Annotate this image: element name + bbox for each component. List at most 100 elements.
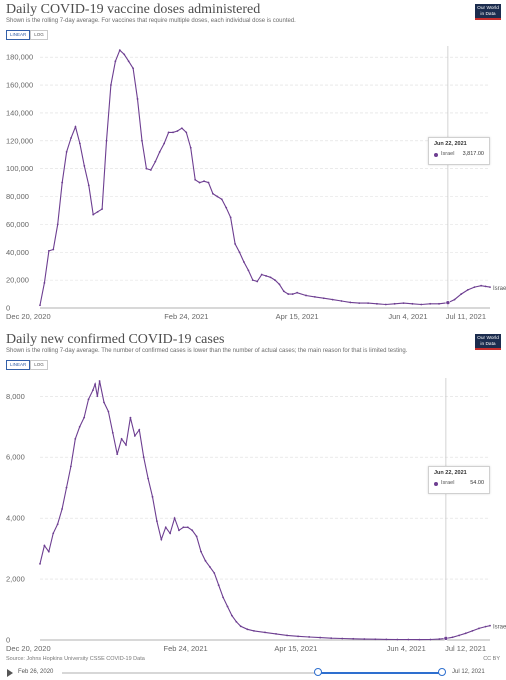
data-point (173, 517, 176, 520)
series-line (39, 49, 491, 306)
chart-title: Daily new confirmed COVID-19 cases (6, 332, 225, 347)
data-point (322, 297, 325, 300)
data-point (65, 486, 68, 489)
data-point (116, 453, 119, 456)
data-point (138, 428, 141, 431)
data-point (402, 302, 405, 305)
data-point (172, 131, 174, 134)
data-point (349, 301, 352, 304)
data-point (167, 131, 170, 134)
data-point (385, 638, 388, 641)
data-point (453, 298, 456, 301)
data-point (147, 477, 149, 480)
data-point (484, 625, 487, 628)
confirmed-cases-panel: Daily new confirmed COVID-19 cases Shown… (0, 330, 506, 656)
data-point (282, 290, 285, 293)
data-point (278, 283, 281, 286)
data-point (308, 636, 311, 638)
data-point (61, 181, 64, 184)
data-point (132, 67, 135, 70)
timeline-start-label: Feb 26, 2020 (18, 669, 54, 675)
data-point (182, 526, 185, 529)
data-point (331, 298, 334, 301)
data-point (180, 127, 183, 130)
data-point (203, 180, 205, 183)
timeline-track[interactable] (62, 672, 442, 674)
data-point (330, 637, 333, 640)
y-tick-label: 2,000 (6, 575, 25, 584)
y-tick-label: 140,000 (6, 108, 33, 117)
series-color-swatch (434, 153, 438, 157)
data-point (176, 130, 179, 132)
owid-logo[interactable]: Our World in Data (475, 334, 501, 350)
data-point (204, 559, 207, 562)
y-tick-label: 180,000 (6, 53, 33, 62)
confirmed-cases-chart[interactable]: 0 2,000 4,000 6,000 8,000 Dec 20, 2020 Feb 24,… (0, 330, 506, 656)
x-tick-label: Feb 24, 2021 (164, 312, 208, 321)
data-point (111, 431, 114, 434)
timeline-end-handle[interactable] (438, 668, 446, 676)
data-point (438, 302, 440, 305)
tooltip-date: Jun 22, 2021 (434, 470, 467, 476)
data-point (52, 248, 55, 251)
data-point (127, 60, 130, 63)
data-point (92, 389, 94, 392)
data-point (47, 550, 50, 553)
data-point (225, 206, 228, 209)
data-point (418, 638, 421, 641)
data-point (411, 302, 414, 305)
data-point (407, 638, 410, 641)
data-point (125, 444, 127, 446)
tooltip-date: Jun 22, 2021 (434, 141, 467, 147)
data-point (340, 300, 343, 302)
data-point (489, 286, 491, 288)
play-icon[interactable] (7, 669, 13, 677)
data-point (158, 151, 161, 153)
data-point (420, 303, 423, 306)
linear-scale-button[interactable]: LINEAR (6, 30, 31, 40)
scale-toggle: LINEAR LOG (6, 30, 48, 40)
data-point (239, 625, 242, 628)
data-point (98, 380, 101, 382)
data-point (251, 279, 254, 282)
data-point (291, 293, 294, 295)
chart-subtitle: Shown is the rolling 7-day average. For … (6, 18, 296, 24)
data-point (264, 631, 266, 634)
timeline-selected-range (318, 672, 442, 674)
data-point (61, 508, 63, 510)
y-tick-label: 40,000 (6, 248, 29, 257)
data-point (305, 294, 307, 297)
y-tick-label: 0 (6, 636, 10, 645)
timeline-start-handle[interactable] (314, 668, 322, 676)
data-point (94, 383, 97, 385)
data-point (396, 638, 399, 641)
y-tick-label: 80,000 (6, 192, 29, 201)
data-point (384, 303, 387, 306)
data-point (103, 401, 105, 404)
data-point (141, 139, 143, 142)
data-point (136, 98, 139, 100)
owid-logo[interactable]: Our World in Data (475, 4, 501, 20)
vaccine-doses-chart[interactable]: 0 20,000 40,000 60,000 80,000 100,000 120,000 1… (0, 0, 506, 328)
data-point (458, 634, 461, 637)
y-tick-label: 20,000 (6, 276, 29, 285)
data-point (313, 295, 316, 298)
timeline-slider: Feb 26, 2020 Jul 12, 2021 (0, 666, 506, 680)
license-link[interactable]: CC BY (483, 656, 500, 662)
log-scale-button[interactable]: LOG (30, 360, 48, 370)
data-point (118, 49, 121, 52)
data-point (234, 242, 236, 245)
data-point (185, 131, 188, 134)
linear-scale-button[interactable]: LINEAR (6, 360, 31, 370)
log-scale-button[interactable]: LOG (30, 30, 48, 40)
data-point (212, 192, 214, 195)
data-point (243, 261, 245, 263)
series-label: Israel (493, 286, 506, 292)
data-point (43, 282, 46, 284)
data-point (253, 629, 255, 632)
y-tick-label: 6,000 (6, 453, 25, 462)
source-note[interactable]: Source: Johns Hopkins University CSSE CO… (6, 656, 145, 662)
tooltip-entity: Israel (441, 151, 455, 157)
series-line (39, 380, 491, 641)
data-point (56, 523, 59, 526)
